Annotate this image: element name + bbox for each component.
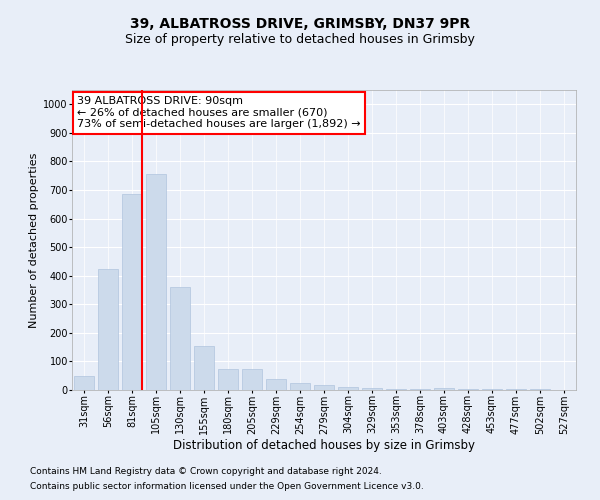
Bar xyxy=(410,389,430,390)
Bar xyxy=(122,194,142,390)
Bar xyxy=(362,388,382,390)
Bar xyxy=(338,386,358,390)
Bar xyxy=(314,385,334,390)
X-axis label: Distribution of detached houses by size in Grimsby: Distribution of detached houses by size … xyxy=(173,439,475,452)
Text: Contains HM Land Registry data © Crown copyright and database right 2024.: Contains HM Land Registry data © Crown c… xyxy=(30,467,382,476)
Bar xyxy=(458,388,478,390)
Bar xyxy=(290,383,310,390)
Text: Size of property relative to detached houses in Grimsby: Size of property relative to detached ho… xyxy=(125,32,475,46)
Text: 39, ALBATROSS DRIVE, GRIMSBY, DN37 9PR: 39, ALBATROSS DRIVE, GRIMSBY, DN37 9PR xyxy=(130,18,470,32)
Bar xyxy=(170,287,190,390)
Text: 39 ALBATROSS DRIVE: 90sqm
← 26% of detached houses are smaller (670)
73% of semi: 39 ALBATROSS DRIVE: 90sqm ← 26% of detac… xyxy=(77,96,361,129)
Bar xyxy=(386,389,406,390)
Bar xyxy=(146,174,166,390)
Bar xyxy=(434,388,454,390)
Bar xyxy=(98,268,118,390)
Bar xyxy=(242,368,262,390)
Text: Contains public sector information licensed under the Open Government Licence v3: Contains public sector information licen… xyxy=(30,482,424,491)
Bar xyxy=(218,368,238,390)
Bar xyxy=(194,346,214,390)
Bar xyxy=(482,389,502,390)
Bar xyxy=(266,380,286,390)
Bar xyxy=(74,376,94,390)
Y-axis label: Number of detached properties: Number of detached properties xyxy=(29,152,39,328)
